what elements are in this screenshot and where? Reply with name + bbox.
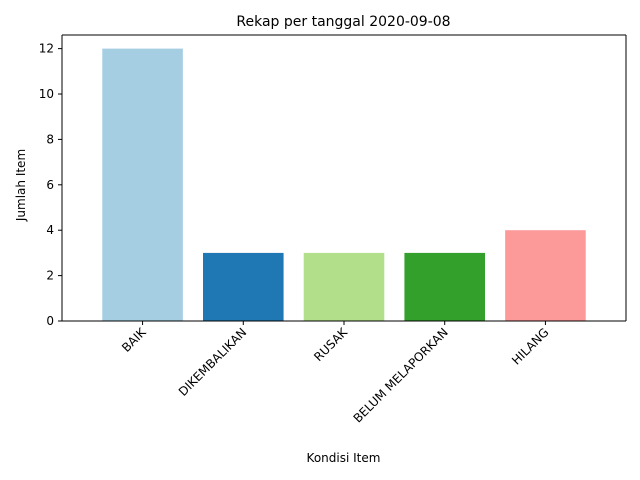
bars-layer — [102, 48, 586, 321]
y-tick-label: 6 — [46, 178, 54, 192]
bar-belum-melaporkan — [404, 252, 485, 321]
y-tick-label: 0 — [46, 314, 54, 328]
bar-dikembalikan — [203, 252, 284, 321]
y-tick-label: 2 — [46, 269, 54, 283]
y-tick-label: 12 — [39, 42, 54, 56]
bar-rusak — [303, 252, 385, 321]
bar-baik — [102, 48, 183, 321]
x-axis-label: Kondisi Item — [307, 451, 381, 465]
y-tick-label: 4 — [46, 223, 54, 237]
y-tick-label: 10 — [39, 87, 54, 101]
chart-title: Rekap per tanggal 2020-09-08 — [236, 14, 450, 30]
y-axis-label: Jumlah Item — [14, 149, 28, 222]
bar-hilang — [505, 230, 586, 321]
y-tick-label: 8 — [46, 132, 54, 146]
